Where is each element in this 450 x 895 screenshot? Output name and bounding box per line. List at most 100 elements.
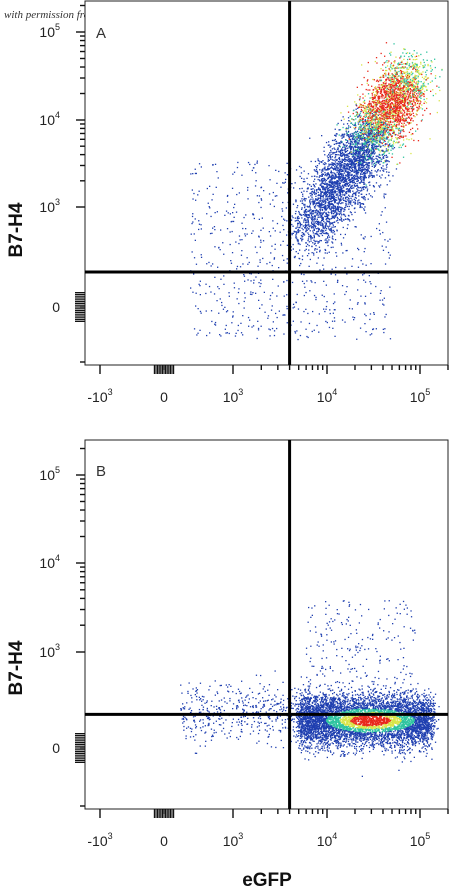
event-dot (324, 215, 327, 218)
event-dot (301, 223, 303, 226)
event-dot (405, 100, 407, 102)
event-dot (359, 98, 361, 100)
event-dot (374, 190, 376, 192)
event-dot (322, 218, 324, 220)
event-dot (335, 159, 337, 161)
event-dot (410, 96, 412, 98)
event-dot (354, 128, 356, 130)
event-dot (386, 138, 388, 140)
event-dot (382, 86, 384, 88)
event-dot (394, 68, 396, 71)
event-dot (305, 226, 307, 228)
event-dot (365, 123, 367, 125)
event-dot (310, 198, 312, 200)
event-dot (386, 87, 389, 89)
event-dot (351, 142, 353, 144)
event-dot (315, 165, 317, 168)
event-dot (356, 161, 358, 163)
event-dot (392, 74, 394, 76)
event-dot (328, 228, 330, 230)
event-dot (362, 127, 365, 129)
event-dot (374, 128, 376, 130)
event-dot (343, 214, 346, 216)
event-dot (397, 63, 399, 66)
event-dot (424, 86, 427, 88)
event-dot (331, 237, 333, 239)
event-dot (359, 151, 361, 154)
event-dot (357, 186, 359, 188)
event-dot (352, 177, 354, 179)
event-dot (374, 170, 376, 172)
event-dot (372, 160, 374, 162)
event-dot (388, 124, 390, 126)
event-dot (346, 149, 349, 152)
event-dot (363, 121, 365, 123)
event-dot (410, 128, 412, 131)
event-dot (409, 83, 411, 85)
event-dot (417, 80, 420, 82)
event-dot (365, 142, 367, 144)
event-dot (417, 107, 419, 109)
event-dot (325, 196, 327, 198)
event-dot (395, 75, 397, 77)
event-dot (401, 129, 403, 131)
event-dot (345, 160, 347, 162)
event-dot (321, 185, 323, 187)
event-dot (423, 66, 426, 68)
event-dot (387, 150, 389, 152)
event-dot (362, 118, 364, 120)
event-dot (351, 138, 353, 140)
event-dot (377, 140, 379, 142)
event-dot (422, 71, 424, 73)
event-dot (414, 89, 416, 91)
event-dot (366, 124, 368, 127)
event-dot (292, 225, 294, 227)
event-dot (356, 112, 359, 115)
event-dot (394, 101, 396, 103)
event-dot (390, 91, 392, 94)
event-dot (369, 89, 371, 91)
event-dot (342, 194, 344, 196)
event-dot (345, 142, 348, 144)
event-dot (393, 92, 395, 94)
event-dot (354, 175, 357, 177)
event-dot (361, 110, 363, 112)
event-dot (337, 162, 339, 165)
event-dot (298, 210, 300, 213)
event-dot (370, 112, 372, 114)
event-dot (395, 92, 397, 94)
event-dot (334, 199, 336, 201)
event-dot (402, 124, 404, 126)
event-dot (303, 197, 305, 200)
event-dot (340, 179, 342, 181)
event-dot (350, 158, 352, 160)
event-dot (407, 74, 409, 76)
event-dot (408, 110, 410, 112)
event-dot (378, 130, 381, 133)
event-dot (343, 181, 345, 183)
event-dot (319, 212, 322, 215)
event-dot (413, 96, 416, 99)
event-dot (366, 137, 368, 139)
event-dot (363, 169, 365, 171)
event-dot (312, 204, 314, 206)
event-dot (297, 224, 299, 226)
event-dot (330, 149, 332, 152)
event-dot (439, 76, 441, 78)
event-dot (401, 104, 404, 106)
event-dot (338, 207, 340, 209)
event-dot (402, 63, 405, 65)
event-dot (360, 193, 362, 195)
event-dot (331, 226, 333, 228)
event-dot (380, 93, 383, 95)
event-dot (383, 130, 385, 132)
event-dot (395, 83, 397, 85)
event-dot (410, 90, 412, 93)
event-dot (340, 190, 342, 192)
event-dot (302, 235, 304, 237)
event-dot (398, 114, 400, 116)
event-dot (394, 125, 396, 127)
event-dot (347, 218, 349, 221)
event-dot (418, 108, 420, 110)
event-dot (380, 134, 382, 136)
